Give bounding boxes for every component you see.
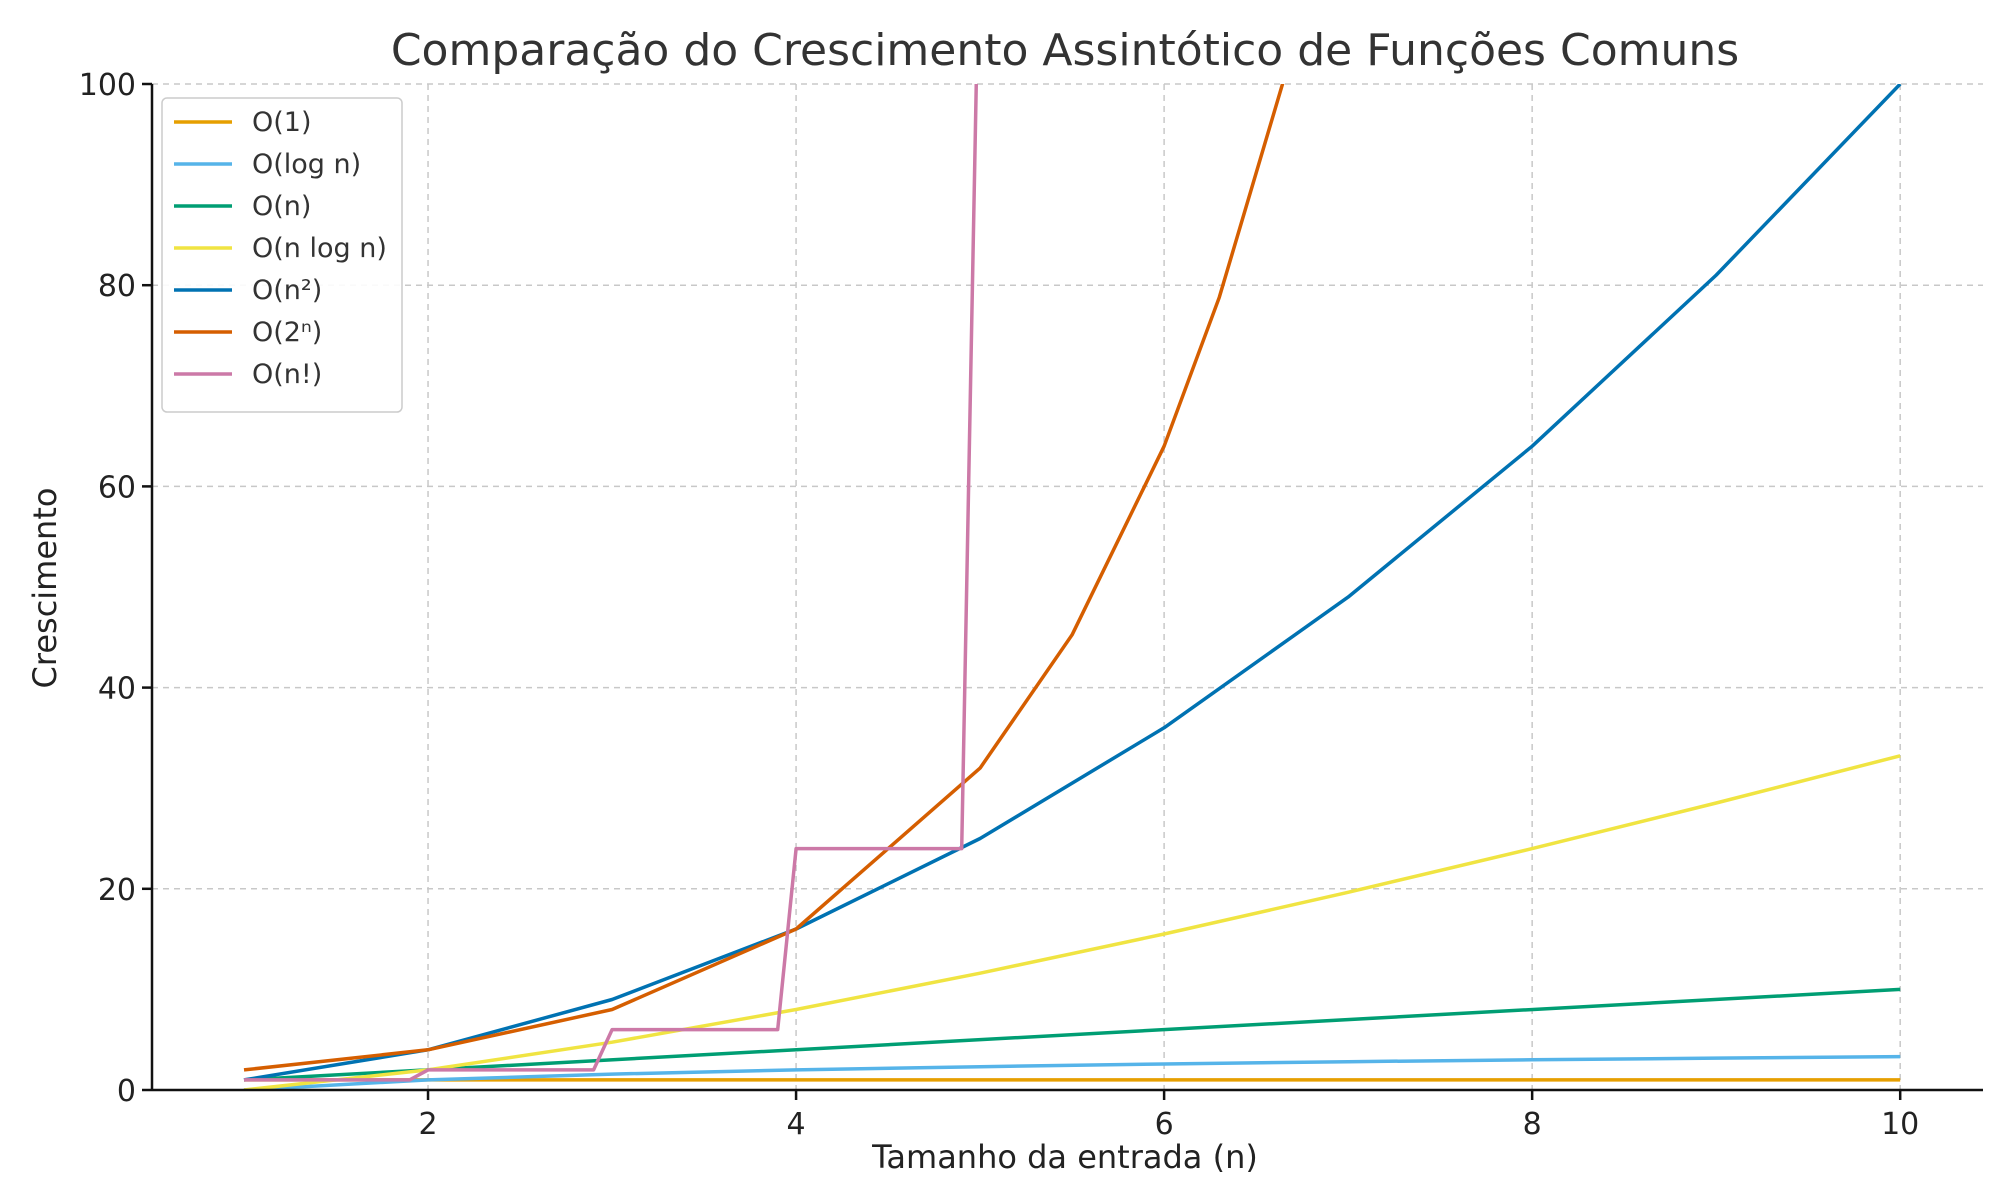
y-tick-label: 0 xyxy=(117,1074,136,1109)
legend: O(1) O(log n) O(n) O(n log n) O(n²) O(2ⁿ) O(n!… xyxy=(161,97,403,413)
y-tick-label: 60 xyxy=(98,470,136,505)
legend-label-4: O(n²) xyxy=(252,275,322,306)
y-tick-label: 100 xyxy=(79,68,136,103)
series-layer xyxy=(243,84,1902,1090)
chart-title: Comparação do Crescimento Assintótico de… xyxy=(391,25,1739,76)
series-line-1 xyxy=(243,1054,1901,1090)
legend-label-6: O(n!) xyxy=(252,359,322,390)
axes xyxy=(150,84,1983,1092)
y-tick-label: 20 xyxy=(98,873,136,908)
series-line-5 xyxy=(243,84,1285,1072)
x-tick-label: 2 xyxy=(418,1107,437,1142)
legend-label-3: O(n log n) xyxy=(252,233,387,264)
series-line-4 xyxy=(243,84,1902,1082)
x-tick-label: 6 xyxy=(1155,1107,1174,1142)
y-tick-label: 40 xyxy=(98,672,136,707)
legend-label-2: O(n) xyxy=(252,191,311,222)
x-tick-label: 4 xyxy=(787,1107,806,1142)
x-axis-label: Tamanho da entrada (n) xyxy=(871,1138,1258,1176)
y-axis-label: Crescimento xyxy=(26,488,64,689)
series-line-2 xyxy=(243,987,1901,1082)
series-line-6 xyxy=(244,84,979,1082)
y-tick-label: 80 xyxy=(98,269,136,304)
series-line-3 xyxy=(243,754,1901,1090)
legend-label-1: O(log n) xyxy=(252,149,361,180)
legend-label-5: O(2ⁿ) xyxy=(252,317,322,348)
x-tick-label: 10 xyxy=(1881,1107,1919,1142)
grid xyxy=(152,83,1983,1091)
x-tick-label: 8 xyxy=(1523,1107,1542,1142)
legend-label-0: O(1) xyxy=(252,107,312,138)
